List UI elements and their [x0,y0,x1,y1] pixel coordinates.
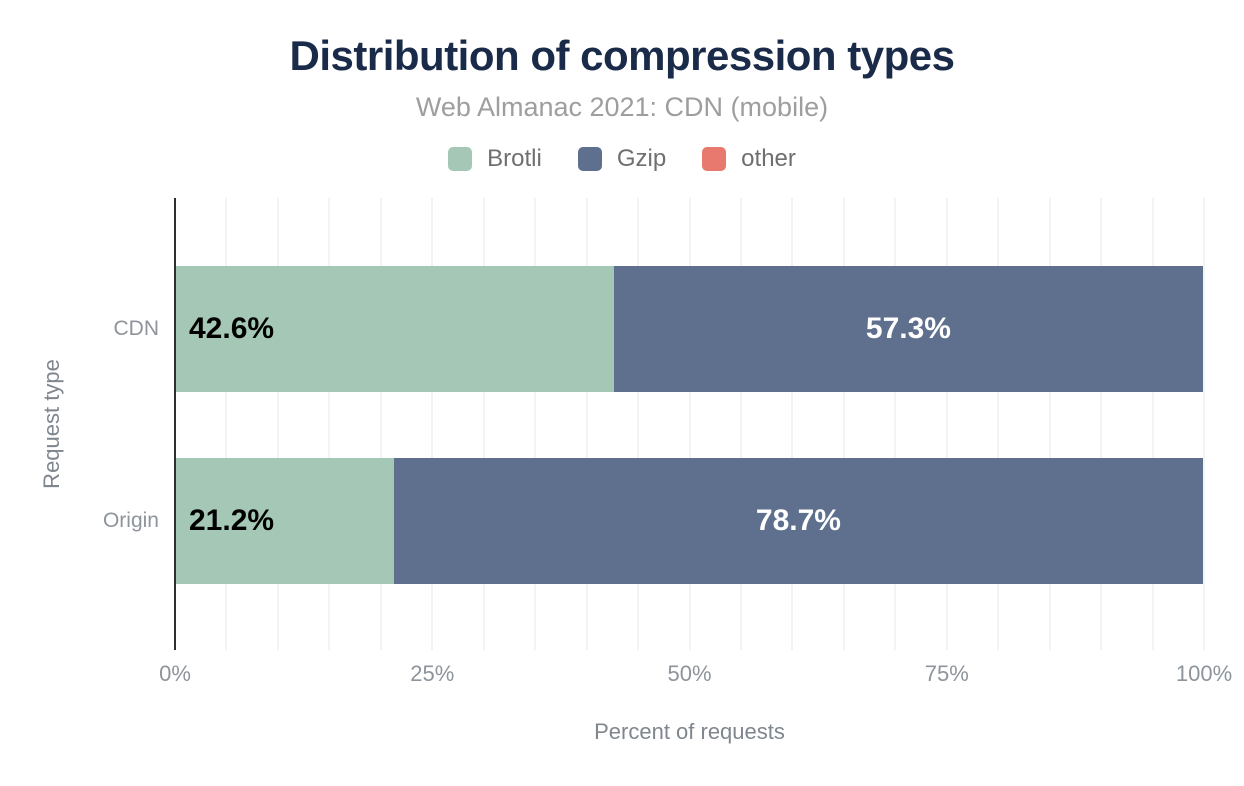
gridline [1100,198,1103,650]
legend-item-brotli[interactable]: Brotli [448,145,542,173]
bar-segment-brotli-cdn[interactable]: 42.6% [176,266,614,392]
gridline [894,198,897,650]
bar-row-cdn: 42.6% 57.3% [176,266,1204,392]
category-label-cdn: CDN [113,317,160,340]
bar-value-label: 42.6% [189,312,275,345]
gridline [328,198,331,650]
gridline [791,198,794,650]
bar-segment-gzip-origin[interactable]: 78.7% [393,458,1203,584]
x-tick-label-100%: 100% [1175,661,1233,686]
x-tick-label-50%: 50% [667,661,712,686]
bar-value-label: 57.3% [865,312,951,345]
x-tick-label-75%: 75% [924,661,969,686]
gridline [534,198,537,650]
gridline [431,198,434,650]
gridline [739,198,742,650]
legend-swatch-gzip-icon [577,147,602,171]
chart-subtitle: Web Almanac 2021: CDN (mobile) [415,92,829,122]
bar-value-label: 21.2% [189,504,275,537]
legend-label-other: other [741,145,796,172]
gridline [379,198,382,650]
legend-item-gzip[interactable]: Gzip [577,145,667,173]
x-tick-label-25%: 25% [410,661,455,686]
gridline [637,198,640,650]
x-tick-label-0%: 0% [159,661,191,686]
category-label-origin: Origin [102,509,159,532]
gridline [1203,198,1205,650]
gridline [482,198,485,650]
legend-item-other[interactable]: other [702,145,796,173]
gridline [225,198,228,650]
bar-row-origin: 21.2% 78.7% [176,458,1204,584]
legend-swatch-brotli-icon [448,147,473,171]
legend-label-gzip: Gzip [616,145,667,172]
legend-swatch-other-icon [702,147,727,171]
legend-label-brotli: Brotli [487,145,542,172]
gridline [997,198,1000,650]
legend: Brotli Gzip other [0,145,1244,173]
bar-segment-gzip-cdn[interactable]: 57.3% [613,266,1203,392]
gridline [1151,198,1154,650]
y-axis-line [174,198,176,650]
gridline [945,198,948,650]
chart-title: Distribution of compression types [289,32,955,79]
gridline [585,198,588,650]
x-axis-title: Percent of requests [594,719,785,744]
bar-segment-brotli-origin[interactable]: 21.2% [176,458,394,584]
gridline [842,198,845,650]
gridline [276,198,279,650]
gridline [1048,198,1051,650]
plot-area: 42.6% 57.3% 21.2% 78.7% CDN Origin 0% 25% 50… [103,198,1232,686]
bar-value-label: 78.7% [755,504,841,537]
gridline [688,198,691,650]
